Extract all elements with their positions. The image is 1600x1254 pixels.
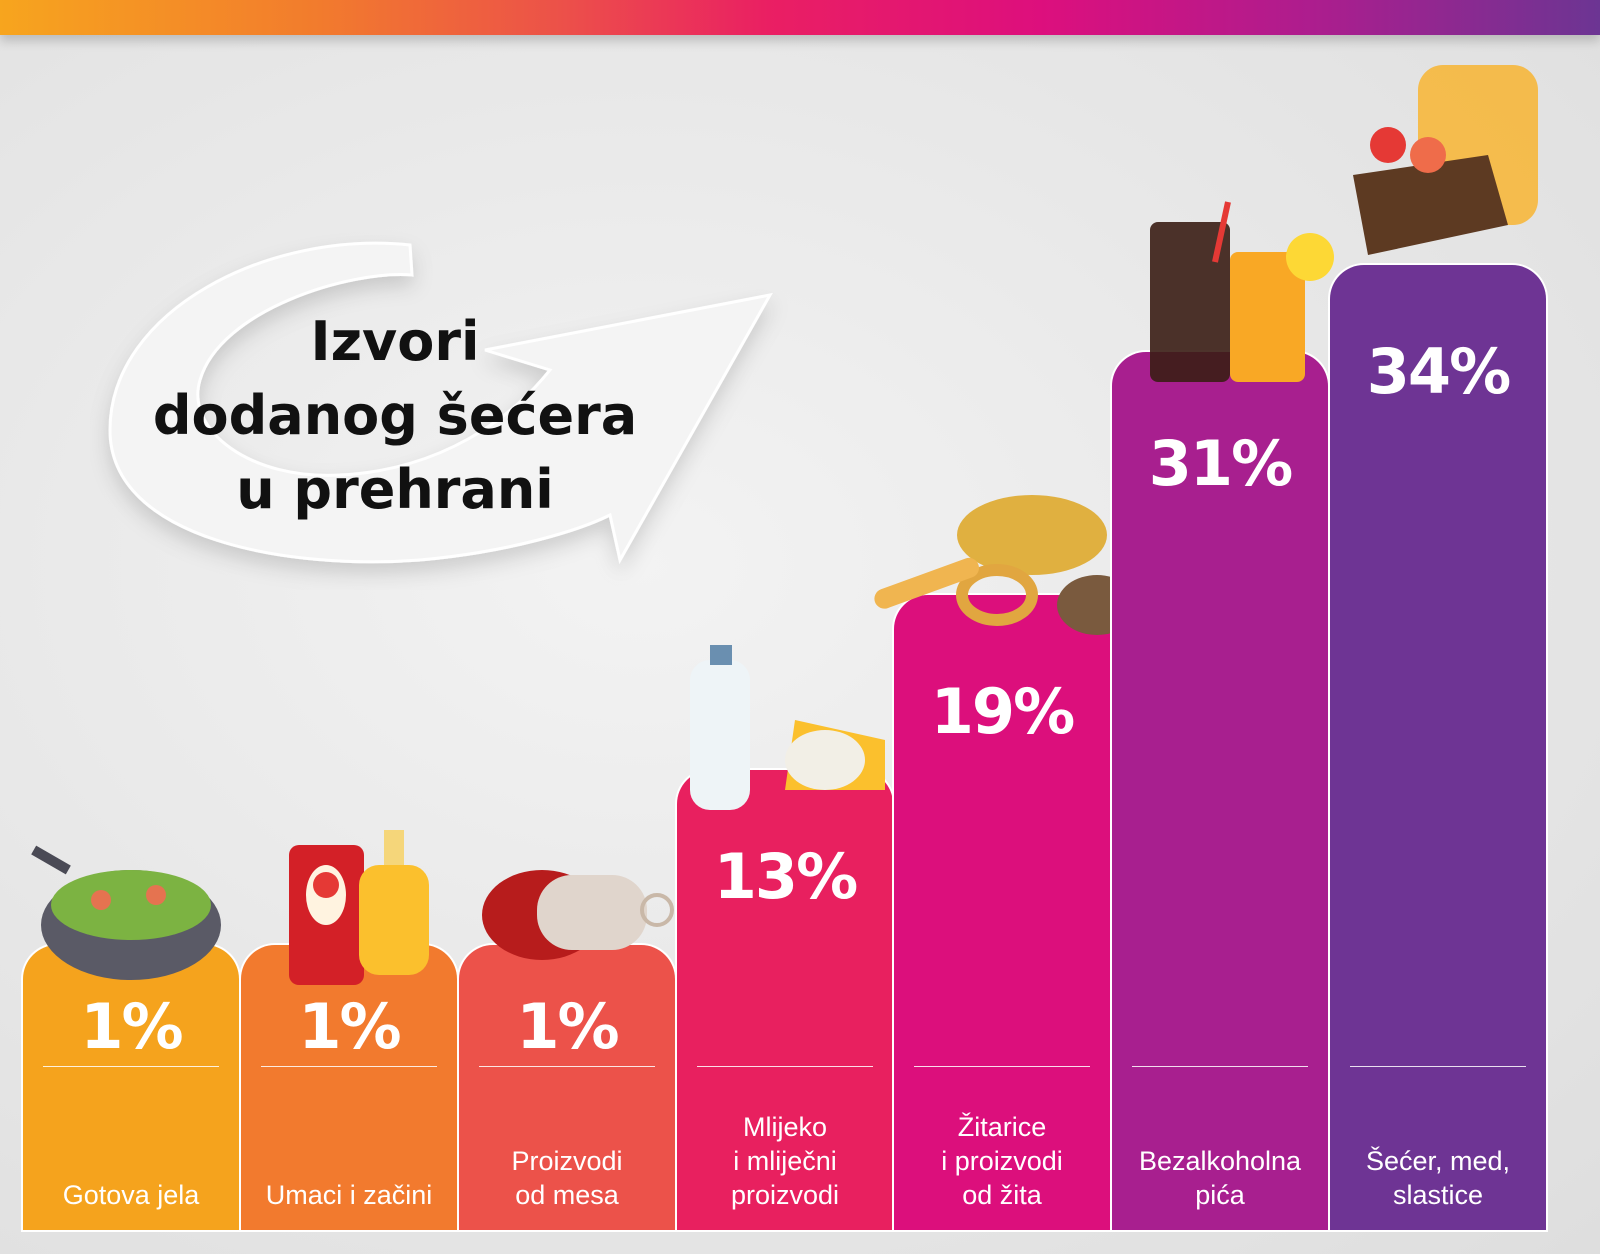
divider bbox=[1350, 1066, 1526, 1067]
bar-5: 19% Žitarice i proizvodi od žita bbox=[894, 595, 1110, 1230]
bread-wheat-icon bbox=[874, 495, 1137, 635]
title-line: u prehrani bbox=[236, 458, 554, 521]
value-label: 19% bbox=[930, 675, 1075, 748]
bar-2: 1% Umaci i začini bbox=[241, 945, 457, 1230]
cake-honey-icon bbox=[1353, 65, 1538, 255]
divider bbox=[479, 1066, 655, 1067]
bar-7: 34% Šećer, med, slastice bbox=[1330, 265, 1546, 1230]
divider bbox=[43, 1066, 219, 1067]
infographic-title: Izvori dodanog šećera u prehrani bbox=[140, 305, 650, 527]
category-label: Mlijeko i mliječni proizvodi bbox=[730, 1112, 840, 1210]
divider bbox=[697, 1066, 873, 1067]
bar-6: 31% Bezalkoholna pića bbox=[1112, 352, 1328, 1230]
title-line: Izvori bbox=[310, 310, 480, 373]
top-gradient-bar bbox=[0, 0, 1600, 35]
value-label: 1% bbox=[516, 990, 619, 1063]
milk-cheese-yogurt-icon bbox=[690, 645, 885, 810]
category-label: Žitarice i proizvodi od žita bbox=[941, 1112, 1063, 1210]
curved-arrow-graphic bbox=[108, 241, 773, 565]
wok-vegetables-icon bbox=[31, 845, 221, 980]
divider bbox=[261, 1066, 437, 1067]
bar-1: 1% Gotova jela bbox=[23, 945, 239, 1230]
value-label: 1% bbox=[298, 990, 401, 1063]
category-label: Proizvodi od mesa bbox=[511, 1146, 623, 1210]
ketchup-mustard-icon bbox=[289, 830, 429, 985]
cola-juice-icon bbox=[1150, 201, 1334, 382]
divider bbox=[1132, 1066, 1308, 1067]
value-label: 1% bbox=[80, 990, 183, 1063]
category-label: Umaci i začini bbox=[265, 1180, 433, 1210]
category-label: Bezalkoholna pića bbox=[1138, 1146, 1302, 1210]
category-label: Gotova jela bbox=[62, 1180, 200, 1210]
divider bbox=[914, 1066, 1090, 1067]
value-label: 13% bbox=[713, 840, 858, 913]
value-label: 34% bbox=[1366, 335, 1511, 408]
bar-4: 13% Mlijeko i mliječni proizvodi bbox=[677, 770, 893, 1230]
title-line: dodanog šećera bbox=[152, 384, 638, 447]
value-label: 31% bbox=[1148, 427, 1293, 500]
bar-3: 1% Proizvodi od mesa bbox=[459, 945, 675, 1230]
salami-icon bbox=[482, 870, 674, 960]
category-label: Šećer, med, slastice bbox=[1365, 1146, 1511, 1210]
